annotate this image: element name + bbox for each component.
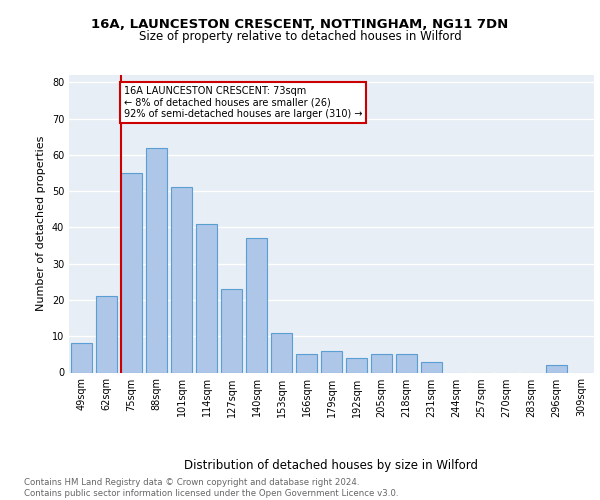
Bar <box>196 224 217 372</box>
Y-axis label: Number of detached properties: Number of detached properties <box>36 136 46 312</box>
Text: 16A LAUNCESTON CRESCENT: 73sqm
← 8% of detached houses are smaller (26)
92% of s: 16A LAUNCESTON CRESCENT: 73sqm ← 8% of d… <box>124 86 362 119</box>
Text: Size of property relative to detached houses in Wilford: Size of property relative to detached ho… <box>139 30 461 43</box>
Bar <box>121 173 142 372</box>
Text: Contains HM Land Registry data © Crown copyright and database right 2024.
Contai: Contains HM Land Registry data © Crown c… <box>24 478 398 498</box>
Bar <box>371 354 392 372</box>
Bar <box>546 365 567 372</box>
Bar <box>396 354 417 372</box>
Bar <box>71 344 92 372</box>
Bar <box>171 188 192 372</box>
Bar <box>96 296 117 372</box>
Text: Distribution of detached houses by size in Wilford: Distribution of detached houses by size … <box>185 460 479 472</box>
Bar <box>271 332 292 372</box>
Bar <box>421 362 442 372</box>
Text: 16A, LAUNCESTON CRESCENT, NOTTINGHAM, NG11 7DN: 16A, LAUNCESTON CRESCENT, NOTTINGHAM, NG… <box>91 18 509 30</box>
Bar <box>146 148 167 372</box>
Bar <box>346 358 367 372</box>
Bar <box>246 238 267 372</box>
Bar <box>221 289 242 372</box>
Bar <box>321 350 342 372</box>
Bar <box>296 354 317 372</box>
